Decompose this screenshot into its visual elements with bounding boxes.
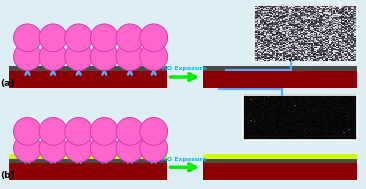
Text: (a): (a)	[0, 79, 15, 88]
Ellipse shape	[90, 117, 118, 145]
Ellipse shape	[90, 24, 118, 52]
Ellipse shape	[14, 43, 41, 71]
Ellipse shape	[140, 24, 168, 52]
Text: (b): (b)	[0, 171, 15, 180]
Bar	[9, 163, 167, 180]
Text: AO Exposure: AO Exposure	[163, 157, 207, 162]
Ellipse shape	[90, 43, 118, 71]
Bar	[203, 71, 357, 88]
Text: AO Exposure: AO Exposure	[163, 66, 207, 71]
Ellipse shape	[65, 134, 93, 162]
Bar	[203, 154, 357, 159]
Bar	[203, 163, 357, 180]
Bar	[9, 159, 167, 163]
Ellipse shape	[116, 134, 144, 162]
Ellipse shape	[39, 24, 67, 52]
Ellipse shape	[90, 134, 118, 162]
Ellipse shape	[140, 134, 168, 162]
Bar	[254, 5, 357, 62]
Bar	[9, 154, 167, 159]
Ellipse shape	[14, 117, 41, 145]
Ellipse shape	[39, 134, 67, 162]
Ellipse shape	[39, 43, 67, 71]
Ellipse shape	[65, 24, 93, 52]
Ellipse shape	[65, 117, 93, 145]
Bar	[9, 66, 167, 71]
Ellipse shape	[14, 134, 41, 162]
Ellipse shape	[65, 43, 93, 71]
Ellipse shape	[14, 24, 41, 52]
Ellipse shape	[140, 117, 168, 145]
Ellipse shape	[39, 117, 67, 145]
Bar	[9, 71, 167, 88]
Bar	[203, 66, 357, 71]
Ellipse shape	[116, 43, 144, 71]
Ellipse shape	[116, 117, 144, 145]
Bar	[203, 159, 357, 163]
Ellipse shape	[116, 24, 144, 52]
Bar	[243, 94, 357, 140]
Ellipse shape	[140, 43, 168, 71]
